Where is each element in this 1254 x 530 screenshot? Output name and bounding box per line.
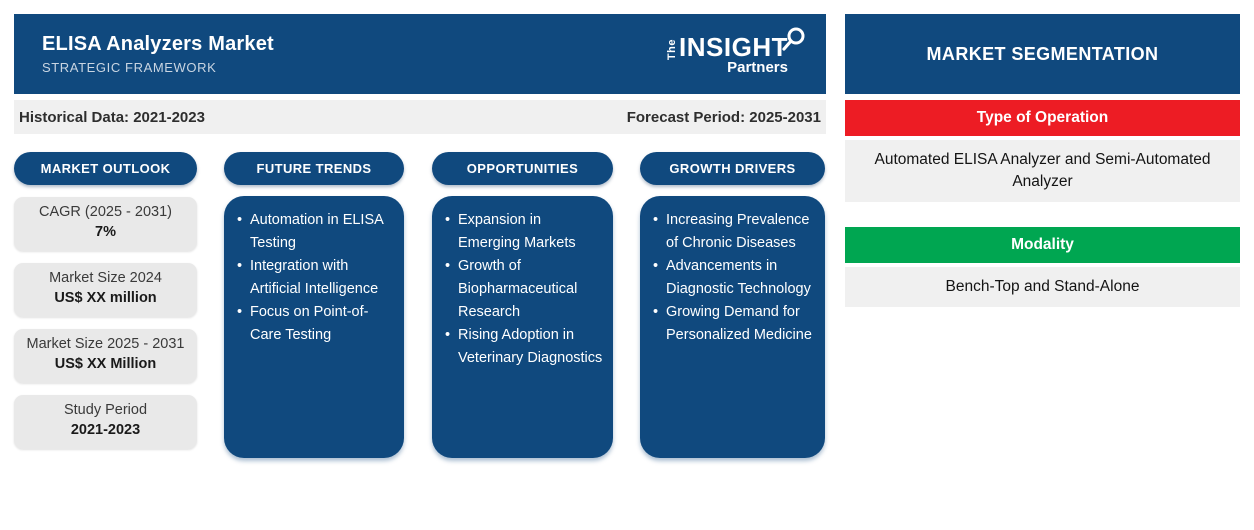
period-bar: Historical Data: 2021-2023 Forecast Peri… [14, 100, 826, 134]
historical-data-label: Historical Data: 2021-2023 [19, 108, 205, 126]
market-size-2024-value: US$ XX million [54, 290, 157, 306]
future-trends-box: Automation in ELISA Testing Integration … [224, 196, 404, 458]
growth-drivers-box: Increasing Prevalence of Chronic Disease… [640, 196, 825, 458]
bullet-item: Growth of Biopharmaceutical Research [445, 255, 605, 324]
market-size-2024-label: Market Size 2024 [49, 270, 162, 286]
study-period-card: Study Period 2021-2023 [14, 395, 197, 449]
forecast-period-label: Forecast Period: 2025-2031 [626, 108, 821, 126]
bullet-item: Focus on Point-of-Care Testing [237, 301, 396, 347]
growth-drivers-pill: GROWTH DRIVERS [640, 152, 825, 185]
logo-insight-text: INSIGHT [679, 31, 788, 62]
study-period-value: 2021-2023 [70, 422, 141, 438]
logo-main-text: INSIGHT Partners [679, 34, 788, 75]
modality-content: Bench-Top and Stand-Alone [845, 267, 1240, 307]
growth-drivers-list: Increasing Prevalence of Chronic Disease… [653, 209, 817, 347]
cagr-card: CAGR (2025 - 2031) 7% [14, 197, 197, 251]
page-subtitle: STRATEGIC FRAMEWORK [42, 60, 217, 75]
title-block: ELISA Analyzers Market STRATEGIC FRAMEWO… [42, 33, 274, 75]
cagr-value: 7% [95, 224, 116, 240]
bullet-item: Rising Adoption in Veterinary Diagnostic… [445, 324, 605, 370]
market-segmentation-title: MARKET SEGMENTATION [845, 14, 1240, 94]
logo-the-text: The [666, 39, 679, 61]
market-size-2024-card: Market Size 2024 US$ XX million [14, 263, 197, 317]
market-outlook-column: MARKET OUTLOOK CAGR (2025 - 2031) 7% Mar… [14, 152, 197, 449]
bullet-item: Automation in ELISA Testing [237, 209, 396, 255]
market-size-forecast-card: Market Size 2025 - 2031 US$ XX Million [14, 329, 197, 383]
page-title: ELISA Analyzers Market [42, 33, 274, 55]
future-trends-list: Automation in ELISA Testing Integration … [237, 209, 396, 347]
opportunities-column: OPPORTUNITIES Expansion in Emerging Mark… [432, 152, 613, 458]
market-outlook-pill: MARKET OUTLOOK [14, 152, 197, 185]
bullet-item: Growing Demand for Personalized Medicine [653, 301, 817, 347]
insight-partners-logo: The INSIGHT Partners [666, 27, 805, 75]
bullet-item: Integration with Artificial Intelligence [237, 255, 396, 301]
opportunities-box: Expansion in Emerging Markets Growth of … [432, 196, 613, 458]
bullet-item: Increasing Prevalence of Chronic Disease… [653, 209, 817, 255]
opportunities-list: Expansion in Emerging Markets Growth of … [445, 209, 605, 370]
market-size-forecast-label: Market Size 2025 - 2031 [26, 336, 185, 352]
modality-heading: Modality [845, 227, 1240, 263]
main-header: ELISA Analyzers Market STRATEGIC FRAMEWO… [14, 14, 826, 94]
bullet-item: Expansion in Emerging Markets [445, 209, 605, 255]
magnifier-icon [780, 26, 806, 59]
future-trends-column: FUTURE TRENDS Automation in ELISA Testin… [224, 152, 404, 458]
cagr-label: CAGR (2025 - 2031) [39, 204, 172, 220]
opportunities-pill: OPPORTUNITIES [432, 152, 613, 185]
market-segmentation-panel: MARKET SEGMENTATION Type of Operation Au… [845, 14, 1240, 307]
bullet-item: Advancements in Diagnostic Technology [653, 255, 817, 301]
main-section: ELISA Analyzers Market STRATEGIC FRAMEWO… [14, 14, 826, 134]
logo-partners-text: Partners [727, 58, 788, 76]
type-of-operation-content: Automated ELISA Analyzer and Semi-Automa… [845, 140, 1240, 202]
future-trends-pill: FUTURE TRENDS [224, 152, 404, 185]
growth-drivers-column: GROWTH DRIVERS Increasing Prevalence of … [640, 152, 825, 458]
section-gap [845, 202, 1240, 221]
type-of-operation-heading: Type of Operation [845, 100, 1240, 136]
market-size-forecast-value: US$ XX Million [54, 356, 157, 372]
study-period-label: Study Period [63, 402, 148, 418]
